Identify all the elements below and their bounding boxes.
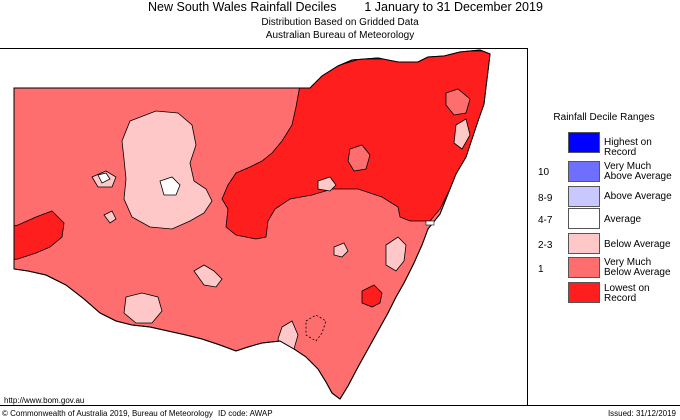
label-lowest: Lowest on Record <box>604 283 650 304</box>
region-below-average-west2 <box>103 210 117 224</box>
label-average: Average <box>604 214 642 225</box>
region-below-average-central <box>121 110 213 230</box>
swatch-below <box>568 233 600 254</box>
swatch-highest <box>568 132 600 153</box>
coast-marker <box>425 220 435 226</box>
label-very-much-below: Very Much Below Average <box>604 257 671 278</box>
map-panel <box>0 48 528 405</box>
map-header: New South Wales Rainfall Deciles 1 Janua… <box>0 0 680 56</box>
title-text: New South Wales Rainfall Deciles <box>148 0 337 14</box>
footer: © Commonwealth of Australia 2019, Bureau… <box>0 405 680 420</box>
legend-title: Rainfall Decile Ranges <box>553 112 655 123</box>
region-below-average-mid <box>193 264 223 288</box>
period-text: 1 January to 31 December 2019 <box>364 0 543 14</box>
region-average-1 <box>159 176 181 196</box>
issued-date: Issued: 31/12/2019 <box>607 409 676 418</box>
id-code: ID code: AWAP <box>218 409 273 418</box>
region-below-average-south <box>123 292 163 324</box>
nsw-decile-map <box>13 49 491 400</box>
decile-10: 10 <box>538 167 550 178</box>
bom-url: http://www.bom.gov.au <box>4 396 85 405</box>
region-below-average-coast-north <box>453 118 471 150</box>
decile-4-7: 4-7 <box>538 215 553 226</box>
label-highest: Highest on Record <box>604 137 652 158</box>
region-very-much-below-ne <box>445 88 471 116</box>
region-average-2 <box>97 172 111 184</box>
label-above: Above Average <box>604 191 672 202</box>
legend-panel: Rainfall Decile Ranges Highest on Record… <box>528 48 680 405</box>
region-lowest-south-coast <box>361 284 383 308</box>
region-below-average-north <box>317 176 337 192</box>
subtitle-agency: Australian Bureau of Meteorology <box>265 30 415 41</box>
nsw-outline <box>13 49 491 400</box>
swatch-very-much-below <box>568 257 600 278</box>
label-below: Below Average <box>604 239 671 250</box>
decile-8-9: 8-9 <box>538 193 553 204</box>
region-very-much-below-ne2 <box>347 144 371 172</box>
region-below-average-blob <box>333 242 349 258</box>
act-outline <box>305 314 327 342</box>
subtitle-method: Distribution Based on Gridded Data <box>261 17 419 28</box>
map-title: New South Wales Rainfall Deciles 1 Janua… <box>148 0 543 14</box>
label-very-much-above: Very Much Above Average <box>604 161 672 182</box>
copyright-text: © Commonwealth of Australia 2019, Bureau… <box>2 409 213 418</box>
swatch-above <box>568 186 600 207</box>
decile-2-3: 2-3 <box>538 240 553 251</box>
swatch-lowest <box>568 282 600 303</box>
decile-1: 1 <box>538 264 544 275</box>
swatch-average <box>568 208 600 229</box>
region-lowest-west <box>14 210 65 262</box>
swatch-very-much-above <box>568 161 600 182</box>
region-below-average-coast <box>385 236 407 272</box>
